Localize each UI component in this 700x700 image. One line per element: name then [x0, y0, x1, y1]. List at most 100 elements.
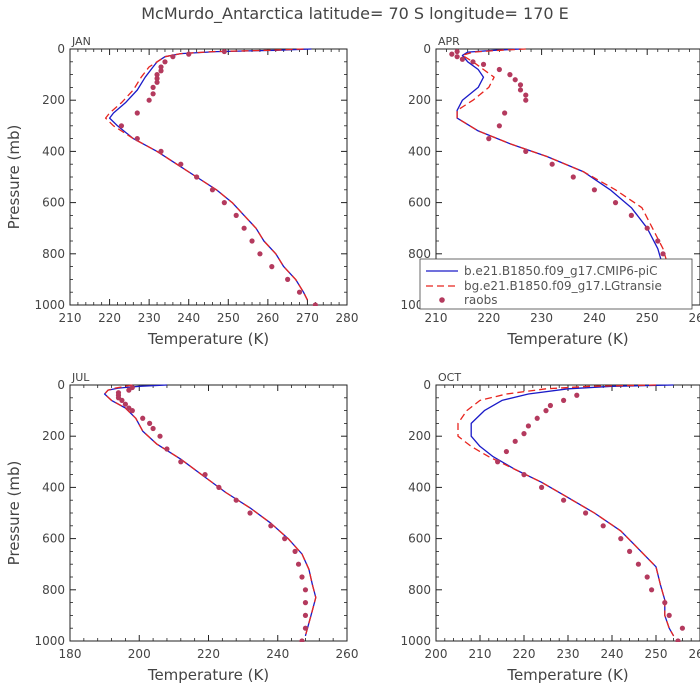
x-tick-label: 230 — [557, 647, 580, 661]
raobs-point — [612, 200, 619, 206]
raobs-point — [302, 587, 309, 593]
x-axis-label: Temperature (K) — [147, 330, 269, 348]
panel-oct: OCT 200 210 220 230 240 250 260 0 200 400 600 800 100… — [400, 371, 700, 684]
raobs-point — [268, 523, 274, 529]
raobs-point — [221, 48, 227, 55]
raobs-point — [118, 123, 125, 129]
figure-title: McMurdo_Antarctica latitude= 70 S longit… — [141, 4, 569, 24]
raobs-point — [158, 68, 164, 74]
raobs-point — [561, 497, 567, 503]
raobs-point — [233, 212, 239, 218]
y-tick-label: 0 — [423, 42, 431, 56]
raobs-point — [547, 402, 554, 409]
raobs-point — [635, 561, 642, 567]
x-tick-label: 280 — [336, 311, 359, 325]
raobs-point — [628, 212, 634, 218]
raobs-point — [523, 148, 529, 154]
raobs-point — [247, 510, 253, 516]
raobs-point — [600, 523, 606, 529]
raobs-point — [296, 289, 303, 295]
raobs-point — [521, 431, 527, 437]
raobs-point — [194, 174, 200, 180]
raobs-point — [162, 59, 168, 65]
y-axis-label: Pressure (mb) — [5, 461, 23, 566]
raobs-point — [249, 238, 255, 244]
x-tick-label: 250 — [645, 647, 668, 661]
raobs-point — [525, 423, 532, 429]
raobs-point — [523, 92, 529, 98]
y-axis-label: Pressure (mb) — [5, 125, 23, 230]
y-tick-label: 400 — [408, 480, 431, 494]
raobs-point — [164, 446, 170, 452]
y-tick-label: 800 — [42, 247, 65, 261]
x-tick-label: 260 — [689, 647, 700, 661]
raobs-point — [241, 225, 247, 231]
raobs-point — [512, 77, 518, 83]
raobs-point — [583, 510, 589, 516]
raobs-point — [666, 612, 672, 619]
raobs-point — [454, 54, 460, 60]
plot-frame — [69, 48, 348, 306]
raobs-point — [454, 48, 460, 55]
x-tick-label: 250 — [636, 311, 659, 325]
panel-label: JUL — [71, 371, 90, 384]
y-tick-label: 400 — [408, 144, 431, 158]
x-axis-label: Temperature (K) — [506, 666, 628, 684]
raobs-point — [257, 251, 263, 257]
x-tick-label: 240 — [177, 311, 200, 325]
series-model2-line — [104, 48, 308, 301]
x-tick-label: 240 — [266, 647, 289, 661]
raobs-point — [147, 420, 153, 426]
raobs-point — [122, 401, 128, 407]
raobs-point — [570, 174, 576, 180]
raobs-point — [282, 536, 288, 542]
x-tick-label: 180 — [59, 647, 82, 661]
legend: b.e21.B1850.f09_g17.CMIP6-piC bg.e21.B18… — [419, 258, 693, 310]
raobs-point — [618, 536, 624, 542]
raobs-point — [459, 56, 465, 62]
raobs-point — [470, 59, 476, 65]
raobs-point — [495, 459, 501, 465]
raobs-point — [496, 123, 502, 129]
raobs-point — [662, 600, 668, 606]
y-tick-label: 0 — [57, 378, 65, 392]
raobs-point — [292, 548, 298, 555]
raobs-point — [158, 64, 164, 70]
y-tick-label: 600 — [42, 196, 65, 210]
raobs-point — [299, 574, 305, 580]
raobs-point — [209, 187, 216, 193]
x-tick-label: 200 — [425, 647, 448, 661]
raobs-point — [216, 484, 222, 490]
legend-label-model2: bg.e21.B1850.f09_g17.LGtransie — [464, 279, 662, 293]
x-tick-label: 260 — [256, 311, 279, 325]
panel-label: OCT — [438, 371, 461, 384]
raobs-point — [285, 276, 291, 282]
raobs-point — [574, 392, 580, 398]
raobs-point — [561, 397, 567, 403]
plot-area — [103, 384, 317, 642]
raobs-point — [539, 484, 545, 490]
raobs-point — [655, 238, 661, 244]
raobs-point — [517, 82, 524, 88]
raobs-point — [449, 51, 455, 57]
y-tick-label: 200 — [408, 429, 431, 443]
series-model1-line — [456, 48, 664, 295]
y-tick-label: 600 — [408, 532, 431, 546]
legend-swatch-raobs — [439, 297, 445, 303]
raobs-point — [512, 438, 518, 444]
raobs-point — [150, 84, 156, 90]
y-tick-label: 400 — [42, 144, 65, 158]
raobs-point — [534, 415, 540, 421]
y-tick-label: 0 — [423, 378, 431, 392]
y-tick-label: 800 — [42, 583, 65, 597]
raobs-point — [644, 225, 650, 231]
y-tick-label: 600 — [42, 532, 65, 546]
raobs-point — [675, 638, 681, 642]
raobs-point — [502, 110, 508, 116]
raobs-point — [150, 91, 156, 97]
raobs-point — [150, 425, 156, 432]
raobs-point — [119, 397, 125, 403]
x-tick-label: 260 — [689, 311, 700, 325]
raobs-point — [302, 600, 309, 606]
